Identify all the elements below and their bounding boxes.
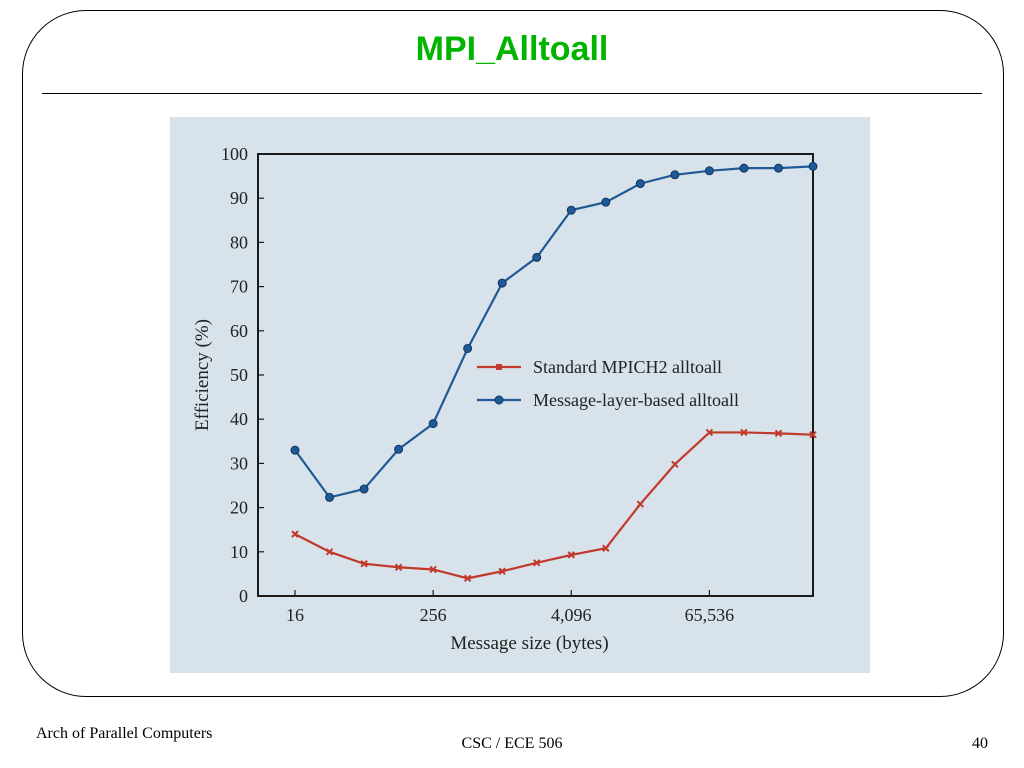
message-layer-point — [428, 419, 438, 429]
message-layer-point — [497, 278, 507, 288]
efficiency-chart: 0 10 20 30 40 50 60 70 80 90 100 16 256 4,096 65,536 Me… — [192, 144, 818, 654]
message-layer-point — [359, 484, 369, 494]
standard-point — [809, 430, 817, 439]
y-tick-label: 80 — [230, 232, 248, 252]
message-layer-series-line — [294, 165, 814, 499]
message-layer-point — [532, 252, 542, 262]
message-layer-point — [566, 205, 576, 215]
message-layer-point — [290, 445, 300, 455]
standard-point-mark — [291, 530, 299, 538]
message-layer-point — [773, 163, 783, 173]
standard-point — [463, 574, 472, 583]
standard-point — [360, 560, 368, 568]
standard-point-mark — [636, 500, 645, 508]
standard-point-mark — [394, 563, 403, 571]
legend-label: Standard MPICH2 alltoall — [533, 357, 722, 377]
y-tick-label: 10 — [230, 542, 248, 562]
message-layer-point — [463, 343, 473, 353]
chart-panel: 0 10 20 30 40 50 60 70 80 90 100 16 256 4,096 65,536 Me… — [170, 117, 870, 673]
standard-point — [567, 551, 575, 559]
title-divider — [42, 93, 982, 94]
footer-course-name: Arch of Parallel Computers — [36, 725, 213, 742]
y-tick-label: 0 — [239, 586, 248, 606]
y-tick-label: 30 — [230, 453, 248, 473]
message-layer-point — [635, 179, 645, 189]
slide-frame — [22, 10, 1004, 697]
standard-point-mark — [498, 567, 506, 575]
y-tick-label: 50 — [230, 365, 248, 385]
x-tick-label: 4,096 — [551, 605, 592, 625]
standard-point — [429, 565, 437, 574]
y-tick-label: 60 — [230, 321, 248, 341]
y-tick-label: 100 — [221, 144, 248, 164]
y-tick-label: 70 — [230, 277, 248, 297]
standard-point — [705, 428, 714, 437]
standard-point — [291, 530, 299, 538]
y-tick-label: 90 — [230, 188, 248, 208]
message-layer-point — [739, 163, 749, 173]
legend-marker — [496, 364, 502, 370]
x-tick-label: 256 — [420, 605, 447, 625]
legend-marker — [494, 395, 504, 405]
message-layer-point — [601, 197, 611, 207]
standard-point-mark — [671, 460, 679, 468]
message-layer-point — [325, 492, 335, 502]
standard-point-mark — [360, 560, 368, 568]
x-tick-label: 65,536 — [685, 605, 735, 625]
standard-point-mark — [533, 559, 541, 567]
message-layer-point — [808, 161, 818, 171]
y-axis-label: Efficiency (%) — [192, 319, 213, 431]
message-layer-point — [394, 444, 404, 454]
standard-point-mark — [463, 574, 472, 583]
slide-title: MPI_Alltoall — [415, 30, 609, 68]
standard-point-mark — [567, 551, 575, 559]
footer-course-code: CSC / ECE 506 — [461, 735, 563, 752]
standard-point-mark — [325, 548, 334, 556]
x-tick-label: 16 — [286, 605, 304, 625]
legend-label: Message-layer-based alltoall — [533, 390, 739, 410]
standard-point-mark — [774, 429, 783, 438]
standard-point-mark — [740, 428, 748, 437]
standard-point — [394, 563, 403, 571]
x-axis-label: Message size (bytes) — [450, 633, 608, 654]
y-tick-label: 40 — [230, 409, 248, 429]
message-layer-point — [670, 170, 680, 180]
standard-series-line — [294, 431, 814, 580]
standard-point-mark — [705, 428, 714, 437]
standard-point — [636, 500, 645, 508]
standard-point — [533, 559, 541, 567]
y-tick-label: 20 — [230, 498, 248, 518]
standard-point — [671, 460, 679, 468]
standard-point-mark — [809, 430, 817, 439]
standard-point — [325, 548, 334, 556]
page-number: 40 — [972, 735, 988, 752]
message-layer-point — [704, 166, 714, 176]
standard-point — [740, 428, 748, 437]
standard-point — [602, 544, 610, 552]
standard-point-mark — [602, 544, 610, 552]
standard-point — [498, 567, 506, 575]
standard-point-mark — [429, 565, 437, 574]
standard-point — [774, 429, 783, 438]
